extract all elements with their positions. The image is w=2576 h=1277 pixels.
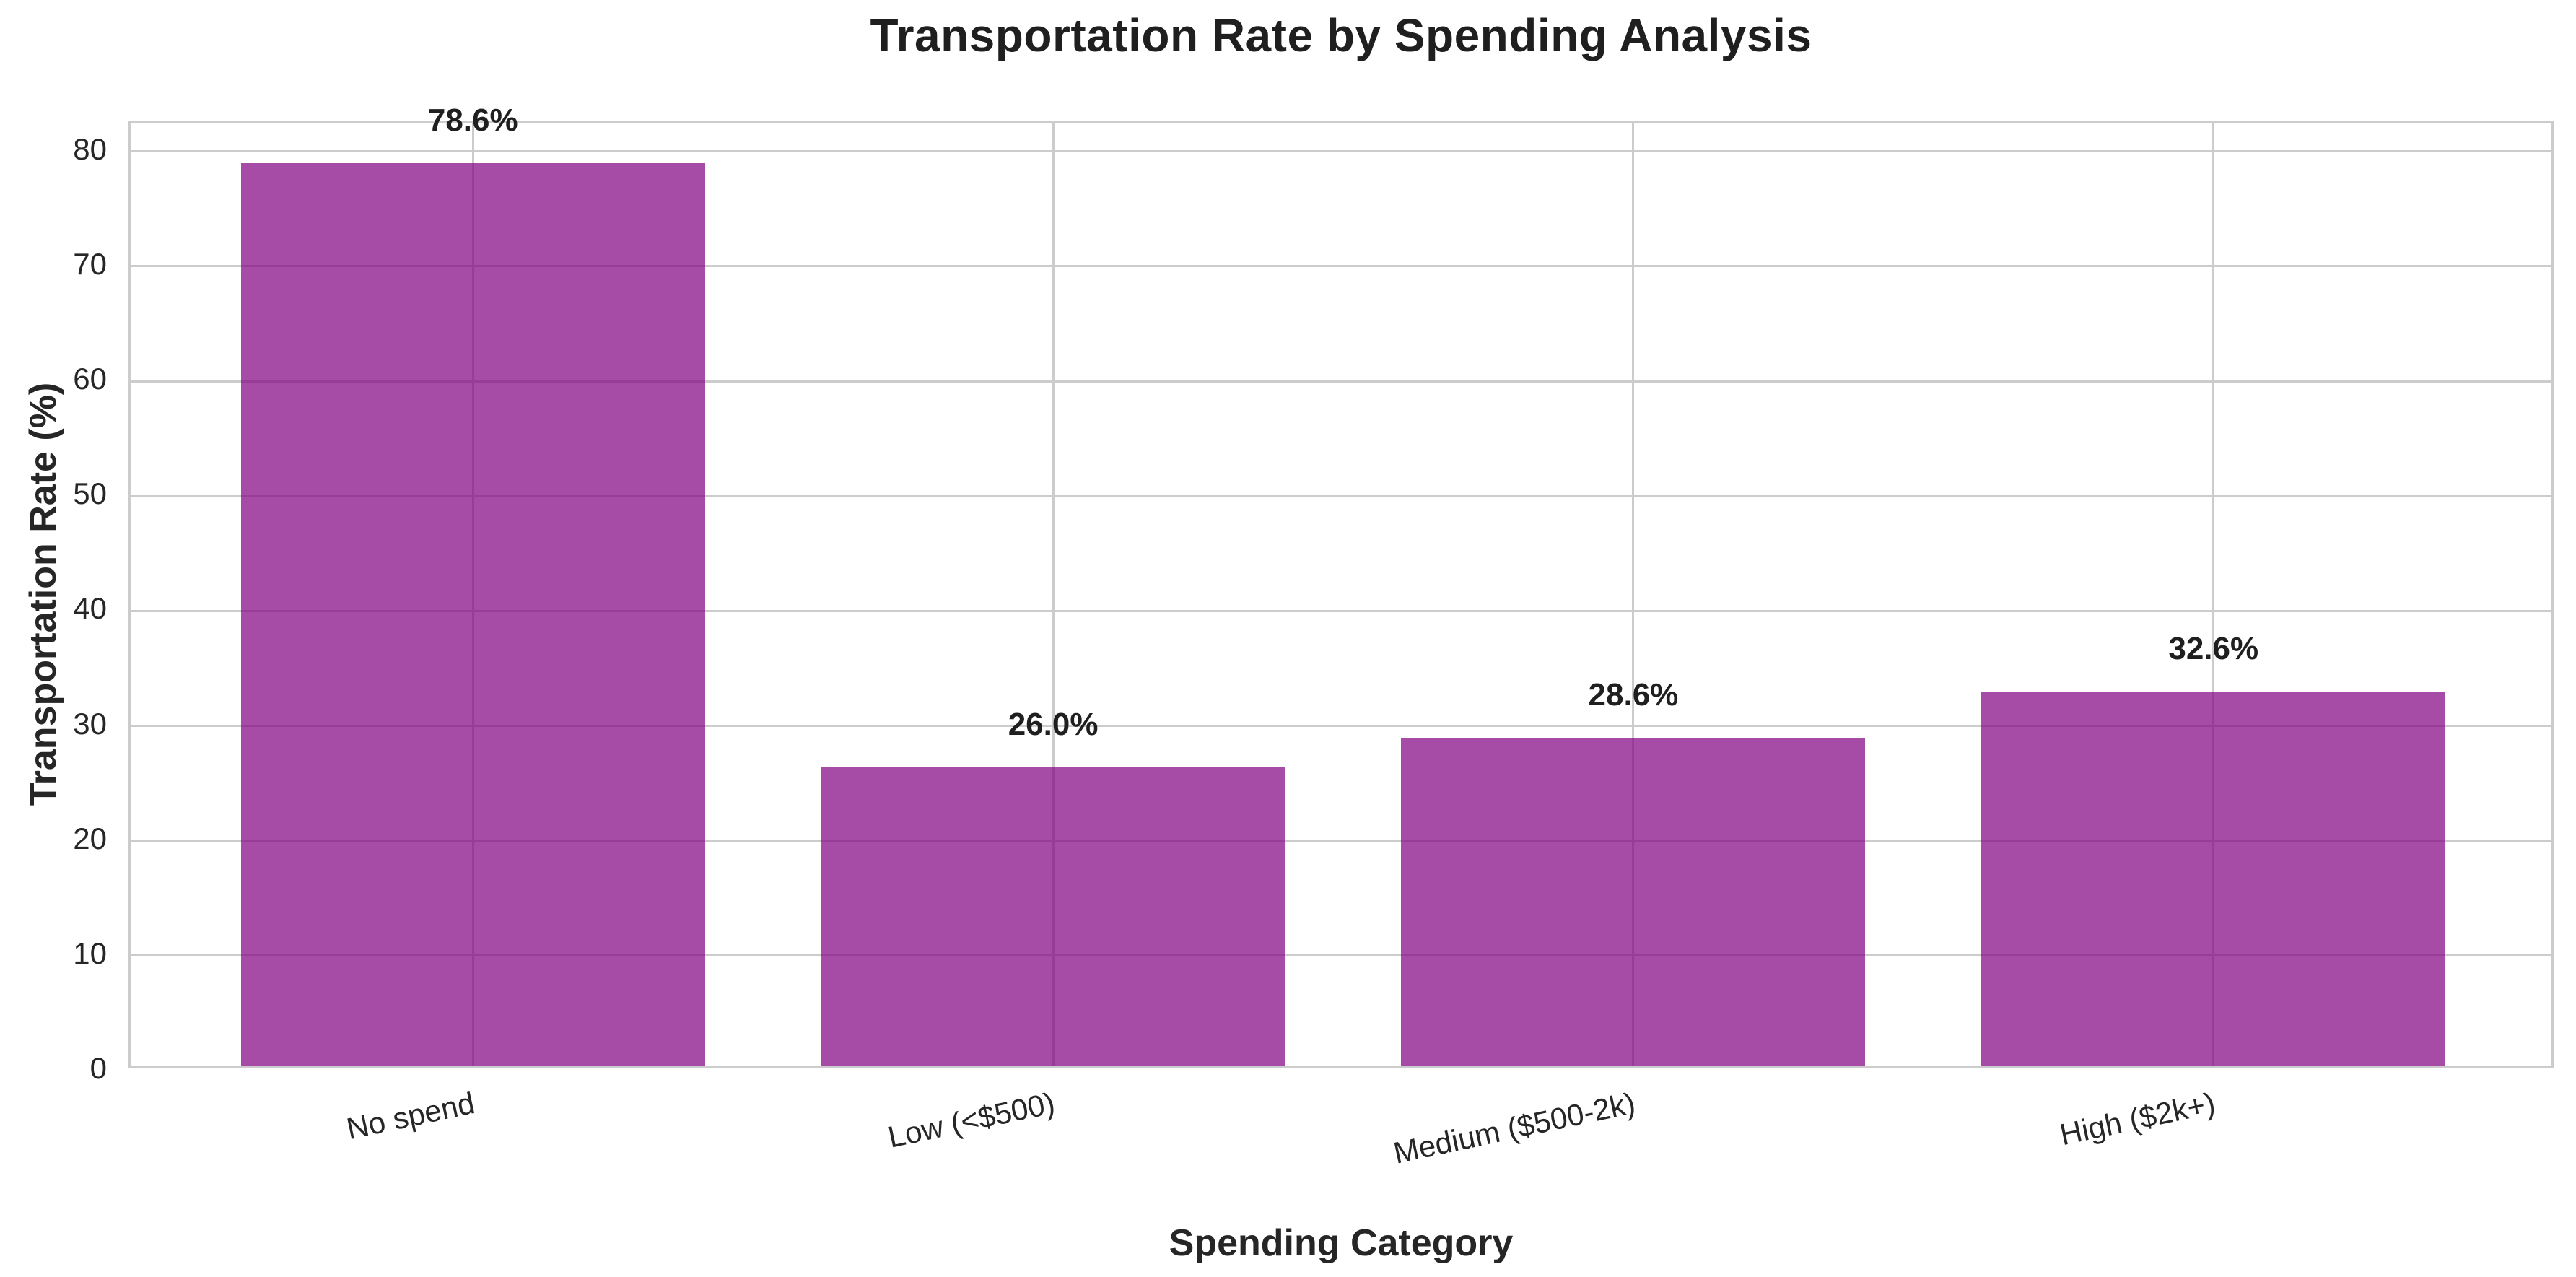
bar-2 — [821, 767, 1285, 1066]
gridline-h — [131, 494, 2551, 497]
gridline-h — [131, 265, 2551, 268]
bar-value-label: 26.0% — [1008, 707, 1099, 743]
gridline-v — [1632, 123, 1635, 1066]
plot-area: 78.6% 26.0% 28.6% 32.6% — [128, 103, 2554, 1068]
bar-value-label: 32.6% — [2168, 631, 2259, 667]
y-tick-label: 10 — [73, 936, 107, 970]
y-tick-label: 70 — [73, 246, 107, 281]
y-tick-label: 50 — [73, 476, 107, 511]
x-tick-label: High ($2k+) — [2057, 1086, 2219, 1152]
y-tick-label: 80 — [73, 131, 107, 166]
gridline-v — [2212, 123, 2215, 1066]
bar-value-label: 28.6% — [1588, 676, 1679, 712]
x-tick-label: Low (<$500) — [885, 1086, 1058, 1154]
gridline-h — [131, 725, 2551, 728]
bar-3 — [1401, 737, 1866, 1066]
gridline-h — [131, 150, 2551, 153]
y-tick-label: 60 — [73, 362, 107, 396]
chart-title: Transportation Rate by Spending Analysis — [870, 9, 1812, 61]
gridline-h — [131, 609, 2551, 612]
x-tick-label: No spend — [344, 1086, 479, 1146]
x-axis-label: Spending Category — [1169, 1222, 1514, 1264]
y-tick-label: 30 — [73, 706, 107, 741]
gridline-h — [131, 840, 2551, 842]
gridline-h — [131, 380, 2551, 383]
y-tick-labels: 0 10 20 30 40 50 60 70 80 — [0, 121, 108, 1083]
x-tick-label: Medium ($500-2k) — [1390, 1086, 1638, 1170]
gridline-h — [131, 954, 2551, 957]
y-tick-label: 0 — [89, 1051, 107, 1085]
bar-1 — [240, 163, 705, 1066]
y-tick-label: 20 — [73, 821, 107, 855]
bar-4 — [1981, 692, 2446, 1066]
gridline-v — [1052, 123, 1055, 1066]
bar-value-label: 78.6% — [427, 103, 518, 139]
y-tick-label: 40 — [73, 591, 107, 626]
